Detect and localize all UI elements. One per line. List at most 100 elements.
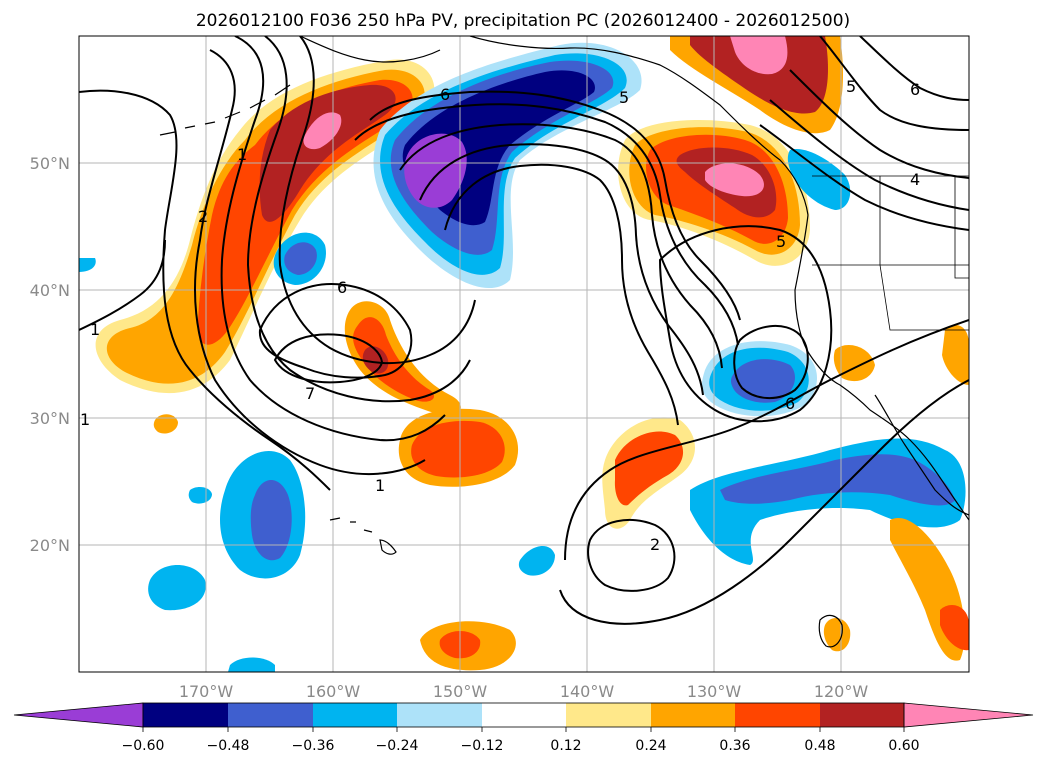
- contour-label-11: 6: [785, 394, 795, 413]
- contour-label-9: 1: [375, 476, 385, 495]
- pv-contour-2: [194, 49, 426, 475]
- shade-neg-se-blue: [720, 454, 955, 506]
- shade-pos-east-south-red: [614, 431, 684, 506]
- pv-contour-jet-1: [369, 90, 741, 321]
- shade-pos-canada-red: [690, 36, 828, 114]
- pv-contour-loop-east-inner: [733, 324, 809, 399]
- pv-contour-ne-1: [819, 36, 969, 131]
- colorbar-ticks: [142, 727, 905, 732]
- colorbar-bin-3: [313, 703, 397, 727]
- shade-neg-central-purple: [404, 133, 467, 208]
- figure-title: 2026012100 F036 250 hPa PV, precipitatio…: [196, 11, 850, 31]
- cb-label-7: 0.36: [719, 738, 750, 754]
- pv-contour-ne-4: [769, 99, 969, 211]
- coast-westus: [794, 214, 969, 521]
- colorbar-bin-8: [735, 703, 820, 727]
- map-panel: 6 5 6 4 5 2 1 6 7 1 1 6 2 5 1: [78, 35, 970, 673]
- shade-pos-west-pink: [303, 112, 342, 150]
- border-states-4: [954, 176, 969, 279]
- shade-pos-mid-1-dark: [362, 346, 389, 374]
- pv-contour-jet-3: [399, 123, 723, 369]
- coast-island-small: [818, 614, 843, 648]
- coast-baja: [874, 394, 969, 516]
- pv-contour-ne-2: [859, 36, 969, 101]
- colorbar: −0.60 −0.48 −0.36 −0.24 −0.12 0.12 0.24 …: [13, 702, 1034, 754]
- gridlines: [79, 36, 969, 672]
- lat-label-40n: 40°N: [30, 281, 70, 300]
- shade-neg-nw-coast: [787, 149, 851, 210]
- colorbar-bin-4: [397, 703, 482, 727]
- contour-label-5: 2: [198, 207, 208, 226]
- shade-pos-bottom-small: [823, 618, 851, 652]
- colorbar-bin-1: [143, 703, 228, 727]
- pv-contour-west-edge: [79, 239, 166, 331]
- shade-neg-sw2: [148, 565, 206, 611]
- pv-contour-south-loop: [587, 519, 676, 592]
- colorbar-bin-9: [820, 703, 904, 727]
- lon-label-130w: 130°W: [687, 682, 742, 701]
- shade-pos-canada-pink: [730, 36, 788, 75]
- contour-label-6: 1: [237, 145, 247, 164]
- pv-contour-3: [220, 36, 446, 442]
- cb-label-3: −0.24: [376, 738, 419, 754]
- colorbar-bin-2: [228, 703, 313, 727]
- cb-label-5: 0.12: [550, 738, 581, 754]
- coast-alaska: [299, 36, 809, 216]
- shade-pos-west-dark: [259, 84, 396, 222]
- pv-contour-5: [278, 36, 476, 364]
- lon-label-170w: 170°W: [179, 682, 234, 701]
- colorbar-extend-max: [903, 702, 1034, 728]
- pv-contour-ne-5: [759, 124, 969, 231]
- contour-label-10: 1: [90, 320, 100, 339]
- shade-pos-small: [153, 414, 178, 434]
- pv-contours: [79, 36, 969, 625]
- cb-label-8: 0.48: [804, 738, 835, 754]
- cb-label-0: −0.60: [122, 738, 165, 754]
- shade-neg-bottom-small: [228, 657, 275, 672]
- shade-pos-baja-red: [940, 605, 969, 651]
- cb-label-6: 0.24: [635, 738, 666, 754]
- shade-pos-west-red: [197, 79, 413, 345]
- colorbar-extend-min: [13, 702, 144, 728]
- shade-pos-coast-east: [942, 325, 969, 385]
- borders: [812, 175, 969, 331]
- pv-contour-7: [273, 333, 384, 384]
- colorbar-tick-labels: −0.60 −0.48 −0.36 −0.24 −0.12 0.12 0.24 …: [122, 738, 920, 754]
- contour-label-1: 5: [619, 88, 629, 107]
- contour-label-8: 7: [305, 384, 315, 403]
- lat-label-20n: 20°N: [30, 536, 70, 555]
- coastlines: [159, 36, 969, 648]
- lat-label-50n: 50°N: [30, 154, 70, 173]
- shade-pos-mid-1-red: [353, 317, 435, 402]
- contour-label-4: 5: [846, 77, 856, 96]
- pv-contour-jet-5: [444, 163, 679, 426]
- contour-label-13: 5: [776, 232, 786, 251]
- shade-neg-west-edge: [79, 258, 96, 272]
- coast-aleutians: [159, 84, 291, 136]
- lat-label-30n: 30°N: [30, 409, 70, 428]
- pv-contour-4: [246, 36, 471, 403]
- coast-hawaii: [329, 517, 397, 555]
- contour-labels: 6 5 6 4 5 2 1 6 7 1 1 6 2 5 1: [80, 77, 920, 554]
- contour-label-7: 6: [337, 278, 347, 297]
- shade-neg-small-south: [518, 545, 555, 576]
- pv-contour-jet-2: [354, 103, 739, 346]
- lat-labels: 50°N 40°N 30°N 20°N: [30, 154, 70, 555]
- lon-labels: 170°W 160°W 150°W 140°W 130°W 120°W: [179, 682, 869, 701]
- pv-contour-south-arc-2: [559, 379, 969, 625]
- lon-label-140w: 140°W: [560, 682, 615, 701]
- colorbar-bin-5: [482, 703, 566, 727]
- contour-label-14: 1: [80, 410, 90, 429]
- shade-neg-west-small-inner: [284, 242, 317, 275]
- cb-label-2: −0.36: [292, 738, 335, 754]
- pv-contour-loop-east: [658, 225, 833, 423]
- map-frame: [78, 35, 970, 673]
- contour-label-3: 4: [910, 170, 920, 189]
- shade-neg-sw-inner: [250, 480, 292, 561]
- shade-pos-mid-2-red: [411, 420, 505, 478]
- cb-label-4: −0.12: [461, 738, 504, 754]
- lon-label-160w: 160°W: [306, 682, 361, 701]
- contour-label-0: 6: [440, 85, 450, 104]
- lon-label-150w: 150°W: [433, 682, 488, 701]
